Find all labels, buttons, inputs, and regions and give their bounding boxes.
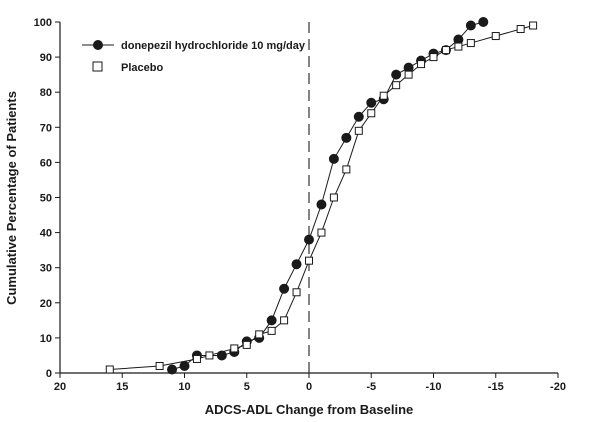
data-point <box>454 42 463 51</box>
data-point <box>316 199 327 210</box>
data-point <box>391 69 402 80</box>
legend: donepezil hydrochloride 10 mg/day Placeb… <box>82 40 306 74</box>
data-point <box>205 351 214 360</box>
x-tick-label: 0 <box>306 381 312 393</box>
x-tick-label: 5 <box>244 381 250 393</box>
data-point <box>353 111 364 122</box>
legend-label-placebo: Placebo <box>121 62 163 74</box>
data-point <box>304 234 314 245</box>
legend-item-placebo: Placebo <box>92 61 163 74</box>
legend-marker-placebo <box>92 61 103 72</box>
y-tick-label: 60 <box>40 157 52 169</box>
data-point <box>392 81 401 90</box>
x-tick-label: 10 <box>178 381 190 393</box>
legend-label-donepezil: donepezil hydrochloride 10 mg/day <box>121 40 306 52</box>
y-tick-label: 0 <box>46 368 52 380</box>
data-point <box>242 340 251 349</box>
data-point <box>341 132 352 143</box>
data-point <box>366 97 377 108</box>
y-tick-label: 50 <box>40 193 52 205</box>
y-tick-label: 90 <box>40 52 52 64</box>
data-point <box>491 32 500 41</box>
data-point <box>179 360 190 371</box>
data-point <box>465 20 476 31</box>
x-tick-label: -5 <box>366 381 376 393</box>
data-point <box>279 283 290 294</box>
data-point <box>466 39 475 48</box>
data-point <box>441 46 450 55</box>
series-line <box>109 25 534 370</box>
data-point <box>417 60 426 69</box>
data-point <box>105 365 114 374</box>
x-axis-title: ADCS-ADL Change from Baseline <box>205 402 414 417</box>
y-axis-title: Cumulative Percentage of Patients <box>4 91 19 305</box>
y-tick-label: 10 <box>40 333 52 345</box>
data-point <box>478 17 489 27</box>
data-point <box>429 53 438 62</box>
data-point <box>342 165 351 174</box>
data-point <box>367 109 376 118</box>
data-point <box>155 361 164 370</box>
data-point <box>329 193 338 202</box>
data-point <box>267 326 276 335</box>
y-tick-label: 80 <box>40 87 52 99</box>
y-tick-label: 20 <box>40 298 52 310</box>
data-point <box>404 70 413 79</box>
data-point <box>216 350 227 361</box>
series-line <box>171 21 484 370</box>
legend-marker-donepezil <box>93 40 103 50</box>
y-tick-label: 100 <box>34 17 52 29</box>
data-point <box>192 354 201 363</box>
series-donepezil <box>167 17 489 375</box>
y-tick-label: 30 <box>40 263 52 275</box>
data-point <box>167 364 178 375</box>
y-ticks: 0 10 20 30 40 50 60 70 80 90 100 <box>34 17 60 380</box>
y-tick-label: 70 <box>40 122 52 134</box>
series-layer <box>105 17 538 375</box>
x-tick-label: -10 <box>426 381 442 393</box>
data-point <box>379 91 388 100</box>
data-point <box>354 126 363 135</box>
series-placebo <box>105 21 538 374</box>
data-point <box>305 256 313 265</box>
data-point <box>230 344 239 353</box>
data-point <box>516 25 525 34</box>
x-tick-label: 20 <box>54 381 66 393</box>
data-point <box>529 21 538 30</box>
x-ticks: 20 15 10 5 0 -5 -10 -15 -20 <box>54 373 566 393</box>
data-point <box>266 315 277 326</box>
x-tick-label: -20 <box>550 381 566 393</box>
data-point <box>292 288 301 297</box>
data-point <box>280 316 289 325</box>
data-point <box>328 153 339 164</box>
data-point <box>255 330 264 339</box>
x-tick-label: -15 <box>488 381 504 393</box>
data-point <box>291 259 302 270</box>
y-tick-label: 40 <box>40 228 52 240</box>
legend-item-donepezil: donepezil hydrochloride 10 mg/day <box>82 40 306 52</box>
x-tick-label: 15 <box>116 381 128 393</box>
data-point <box>317 228 326 237</box>
